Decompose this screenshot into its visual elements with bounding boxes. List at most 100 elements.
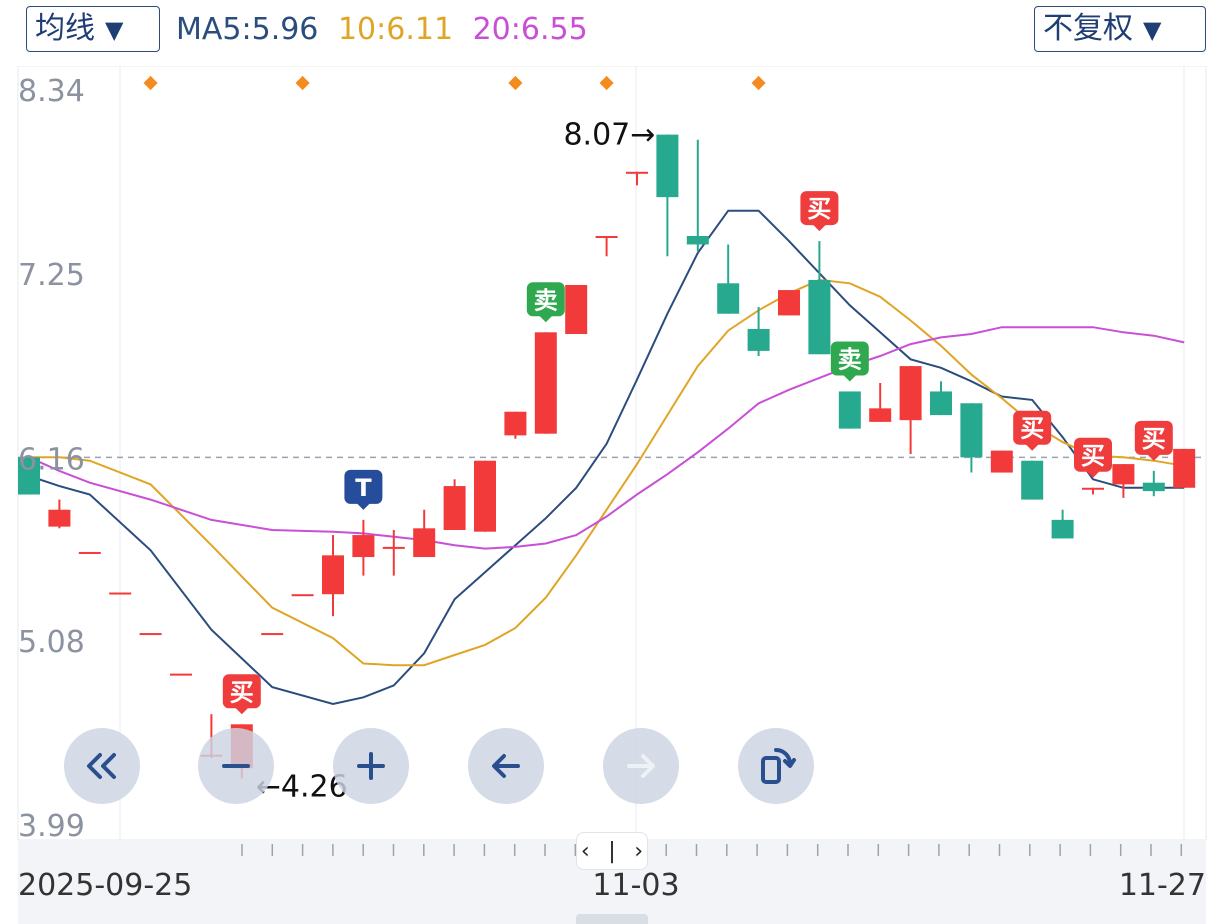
candle-down [717, 244, 740, 314]
candle-body [291, 594, 314, 597]
event-marker-diamond [599, 75, 614, 91]
forward-button[interactable] [603, 728, 679, 804]
signal-badge-box [222, 674, 261, 709]
y-tick-label: 7.25 [18, 258, 85, 293]
buy-signal-badge: 买 [800, 191, 839, 232]
signal-badge-pointer [812, 224, 827, 232]
price-adjust-dropdown[interactable]: 不复权 ▼ [1034, 6, 1206, 52]
event-marker-diamond [295, 75, 310, 91]
candle-down [1051, 509, 1074, 539]
signal-badge-box [1134, 420, 1173, 455]
buy-signal-badge: 买 [222, 674, 261, 715]
candle-up [322, 535, 344, 617]
candle-down [960, 403, 983, 473]
plot-area [17, 66, 1207, 841]
candle-body [18, 457, 40, 495]
sell-signal-badge: 卖 [830, 341, 869, 382]
indicator-dropdown[interactable]: 均线 ▼ [26, 6, 160, 52]
series-line-ma10 [29, 278, 1185, 667]
candle-up [990, 450, 1013, 473]
candle-up [291, 594, 314, 597]
candle-body [869, 408, 892, 422]
event-marker-diamond [751, 75, 766, 91]
candle-body [626, 171, 648, 174]
zoom-in-button[interactable] [333, 728, 409, 804]
signal-badge-pointer [1086, 470, 1100, 478]
x-tick-label: 2025-09-25 [18, 868, 192, 903]
buy-signal-badge: 买 [1013, 410, 1052, 451]
arrow-right-icon [627, 754, 655, 778]
candle-up [1173, 448, 1196, 488]
candle-body [443, 486, 466, 530]
candle-up [352, 519, 375, 576]
x-tick-label: 11-03 [592, 868, 679, 903]
signal-badge-label: T [355, 474, 372, 502]
candle-up [443, 479, 466, 530]
signal-badge-pointer [356, 502, 371, 510]
signal-badge-label: 买 [230, 678, 254, 706]
back-button[interactable] [468, 728, 544, 804]
candle-up [778, 290, 800, 316]
ma10-value: 10:6.11 [337, 12, 454, 47]
candlestick-chart[interactable]: 8.34 7.25 6.16 5.08 3.99 2025-09-25 11-03 11-27… [0, 66, 1224, 924]
indicator-dropdown-label: 均线 [35, 11, 95, 46]
candle-body [1082, 487, 1104, 490]
candle-down [808, 241, 831, 355]
signal-badge-label: 卖 [534, 286, 558, 314]
candle-body [686, 236, 709, 245]
y-tick-label: 3.99 [18, 809, 85, 844]
signal-badge-box [800, 191, 839, 226]
candle-body [656, 134, 679, 198]
candle-down [1142, 470, 1165, 497]
signal-badge-label: 买 [807, 195, 831, 223]
candle-down [686, 139, 709, 252]
candle-up [109, 592, 132, 595]
scroll-handle[interactable]: ‹ | › [576, 832, 648, 870]
signal-badge-label: 买 [1142, 425, 1166, 453]
candle-body [717, 283, 740, 314]
candle-down [1021, 460, 1044, 500]
buy-signal-badge: 买 [1074, 437, 1112, 478]
candle-body [747, 328, 770, 351]
signal-badge-pointer [1025, 443, 1040, 451]
candle-body [352, 535, 375, 558]
signal-badge-box [1013, 410, 1052, 445]
candle-body [808, 279, 831, 355]
candle-up [261, 633, 284, 636]
candle-up [899, 366, 922, 454]
candle-body [534, 332, 557, 434]
candle-body [48, 509, 71, 527]
chevron-down-icon: ▼ [1143, 16, 1162, 44]
candle-down [656, 134, 679, 257]
candle-body [565, 285, 588, 334]
signal-badge-pointer [1146, 453, 1161, 461]
candle-up [474, 460, 496, 532]
x-tick-label: 11-27 [1119, 868, 1206, 903]
candle-body [1021, 460, 1044, 500]
candle-up [869, 383, 892, 422]
candle-body [899, 366, 922, 421]
candle-body [1112, 464, 1135, 485]
candle-body [960, 403, 983, 458]
candle-body [139, 633, 162, 636]
candle-body [990, 450, 1013, 473]
high-price-label: 8.07→ [563, 118, 655, 153]
chevron-down-icon: ▼ [105, 16, 124, 44]
signal-badge-label: 买 [1081, 442, 1105, 470]
ma-values: MA5:5.96 10:6.11 20:6.55 [176, 10, 598, 50]
candle-up [1112, 464, 1135, 498]
jump-start-button[interactable] [64, 728, 140, 804]
zoom-out-button[interactable] [198, 728, 274, 804]
signal-badge-box [1074, 437, 1112, 472]
candle-body [778, 290, 800, 316]
candle-body [109, 592, 132, 595]
candle-body [413, 528, 436, 558]
signal-badge-label: 卖 [838, 345, 862, 373]
arrow-left-icon [492, 754, 520, 778]
candle-up [595, 236, 618, 257]
home-indicator [576, 914, 648, 924]
signal-badge-pointer [538, 315, 553, 323]
rotate-button[interactable] [738, 728, 814, 804]
candle-body [1142, 482, 1165, 492]
series-line-ma5 [28, 209, 1185, 706]
